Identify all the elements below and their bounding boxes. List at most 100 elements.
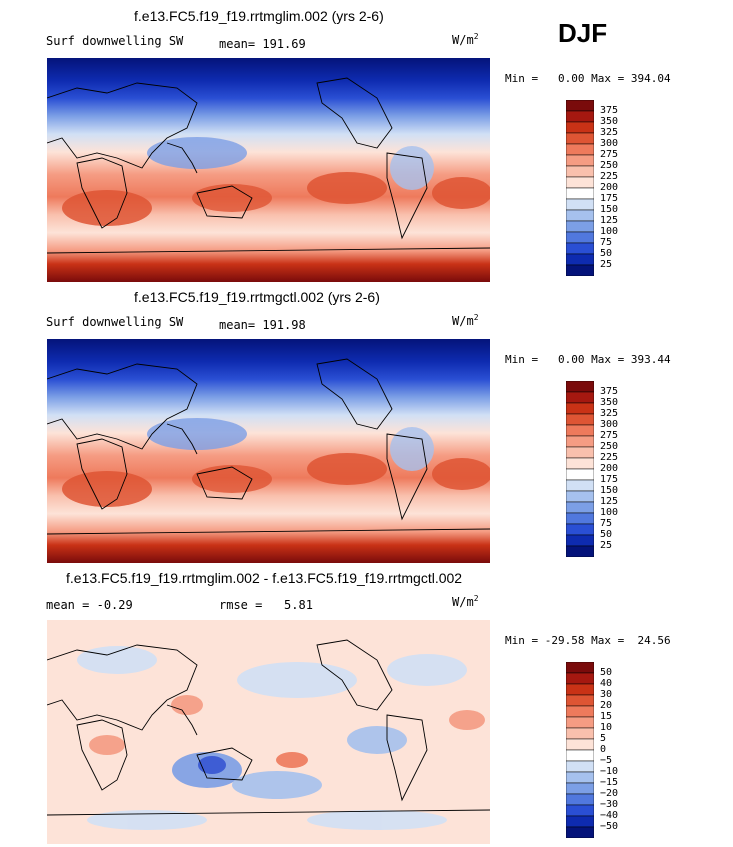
colorbar-swatch	[566, 760, 594, 773]
colorbar-tick-label: −20	[600, 788, 619, 799]
colorbar-tick-label: 25	[600, 259, 613, 270]
colorbar-tick-label: 125	[600, 496, 619, 507]
colorbar-swatch	[566, 381, 594, 393]
panel-3-mean-value: -0.29	[96, 598, 133, 612]
colorbar-swatch	[566, 402, 594, 415]
panel-2-units: W/m2	[452, 313, 479, 328]
colorbar-tick-label: 325	[600, 127, 619, 138]
panel-2-map	[47, 339, 490, 563]
panel-2-colorbar	[566, 381, 594, 557]
colorbar-tick-label: 75	[600, 237, 613, 248]
colorbar-swatch	[566, 738, 594, 751]
colorbar-swatch	[566, 176, 594, 189]
colorbar-tick-label: 25	[600, 540, 613, 551]
colorbar-tick-label: 225	[600, 452, 619, 463]
panel-1-variable-label: Surf downwelling SW	[46, 34, 184, 48]
colorbar-tick-label: 200	[600, 182, 619, 193]
colorbar-tick-label: 5	[600, 733, 607, 744]
colorbar-swatch	[566, 771, 594, 784]
colorbar-swatch	[566, 534, 594, 547]
colorbar-tick-label: 150	[600, 204, 619, 215]
colorbar-tick-label: 125	[600, 215, 619, 226]
colorbar-swatch	[566, 231, 594, 244]
panel-1-map	[47, 58, 490, 282]
colorbar-tick-label: 175	[600, 474, 619, 485]
colorbar-swatch	[566, 694, 594, 707]
colorbar-tick-label: 150	[600, 485, 619, 496]
colorbar-tick-label: 100	[600, 226, 619, 237]
colorbar-swatch	[566, 501, 594, 514]
colorbar-swatch	[566, 512, 594, 525]
colorbar-tick-label: 175	[600, 193, 619, 204]
colorbar-swatch	[566, 793, 594, 806]
colorbar-swatch	[566, 683, 594, 696]
panel-1-min-value: 0.00	[558, 72, 585, 85]
colorbar-tick-label: 0	[600, 744, 607, 755]
season-label: DJF	[558, 18, 608, 48]
panel-3-mean-label: mean = -0.29	[46, 598, 133, 612]
colorbar-swatch	[566, 705, 594, 718]
colorbar-swatch	[566, 523, 594, 536]
colorbar-tick-label: 15	[600, 711, 613, 722]
colorbar-swatch	[566, 242, 594, 255]
panel-1-minmax: Min = 0.00 Max = 394.04	[505, 72, 671, 85]
panel-3-min-value: -29.58	[544, 634, 585, 647]
colorbar-swatch	[566, 187, 594, 200]
colorbar-tick-label: 375	[600, 386, 619, 397]
panel-3-rmse-value: 5.81	[284, 598, 313, 612]
colorbar-swatch	[566, 198, 594, 211]
colorbar-swatch	[566, 154, 594, 167]
colorbar-swatch	[566, 110, 594, 123]
colorbar-swatch	[566, 490, 594, 503]
colorbar-tick-label: 250	[600, 160, 619, 171]
colorbar-swatch	[566, 804, 594, 817]
colorbar-tick-label: 300	[600, 138, 619, 149]
colorbar-swatch	[566, 826, 594, 838]
colorbar-tick-label: 50	[600, 667, 613, 678]
colorbar-tick-label: −15	[600, 777, 619, 788]
panel-2-title: f.e13.FC5.f19_f19.rrtmgctl.002 (yrs 2-6)	[134, 289, 380, 305]
colorbar-swatch	[566, 457, 594, 470]
panel-2-minmax: Min = 0.00 Max = 393.44	[505, 353, 671, 366]
colorbar-tick-label: 40	[600, 678, 613, 689]
colorbar-swatch	[566, 100, 594, 112]
panel-1-units: W/m2	[452, 32, 479, 47]
colorbar-swatch	[566, 749, 594, 762]
colorbar-swatch	[566, 479, 594, 492]
colorbar-swatch	[566, 545, 594, 557]
panel-1-title: f.e13.FC5.f19_f19.rrtmglim.002 (yrs 2-6)	[134, 8, 384, 24]
panel-3-colorbar	[566, 662, 594, 838]
panel-3-rmse-label: rmse = 5.81	[219, 598, 313, 612]
panel-2-max-value: 393.44	[630, 353, 671, 366]
panel-3-colorbar-swatches	[566, 662, 594, 838]
colorbar-tick-label: 275	[600, 430, 619, 441]
panel-3-minmax: Min = -29.58 Max = 24.56	[505, 634, 671, 647]
colorbar-swatch	[566, 209, 594, 222]
colorbar-swatch	[566, 143, 594, 156]
panel-1-colorbar	[566, 100, 594, 276]
colorbar-tick-label: 100	[600, 507, 619, 518]
colorbar-tick-label: −40	[600, 810, 619, 821]
colorbar-swatch	[566, 782, 594, 795]
colorbar-tick-label: 350	[600, 116, 619, 127]
colorbar-swatch	[566, 121, 594, 134]
colorbar-swatch	[566, 672, 594, 685]
panel-1-max-value: 394.04	[630, 72, 671, 85]
colorbar-tick-label: 50	[600, 529, 613, 540]
panel-1-colorbar-swatches	[566, 100, 594, 276]
colorbar-tick-label: −5	[600, 755, 613, 766]
colorbar-swatch	[566, 446, 594, 459]
colorbar-tick-label: 200	[600, 463, 619, 474]
panel-2-mean-value: 191.98	[262, 318, 306, 332]
colorbar-swatch	[566, 468, 594, 481]
panel-2-min-value: 0.00	[558, 353, 585, 366]
colorbar-tick-label: 20	[600, 700, 613, 711]
colorbar-tick-label: 225	[600, 171, 619, 182]
panel-3-map	[47, 620, 490, 844]
colorbar-swatch	[566, 424, 594, 437]
panel-2-colorbar-swatches	[566, 381, 594, 557]
panel-1-mean-label: mean= 191.69	[219, 37, 306, 51]
colorbar-tick-label: 50	[600, 248, 613, 259]
colorbar-tick-label: −50	[600, 821, 619, 832]
colorbar-tick-label: 275	[600, 149, 619, 160]
